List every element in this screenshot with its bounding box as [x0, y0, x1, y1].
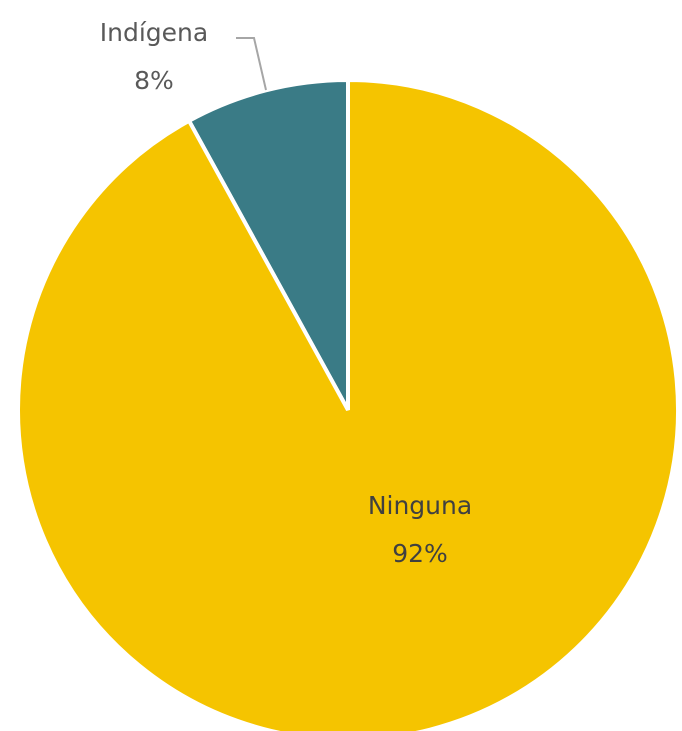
label-ninguna-percent: 92% — [392, 539, 448, 568]
label-indigena-percent: 8% — [134, 66, 174, 95]
label-indigena-name: Indígena — [100, 18, 208, 47]
label-ninguna-name: Ninguna — [368, 491, 472, 520]
pie-slices — [16, 77, 680, 731]
label-indigena: Indígena 8% — [100, 18, 208, 95]
pie-slice-indigena — [186, 77, 350, 411]
pie-slice-ninguna — [16, 77, 680, 731]
label-ninguna: Ninguna 92% — [368, 491, 472, 568]
indigena-leader-line — [236, 37, 267, 91]
